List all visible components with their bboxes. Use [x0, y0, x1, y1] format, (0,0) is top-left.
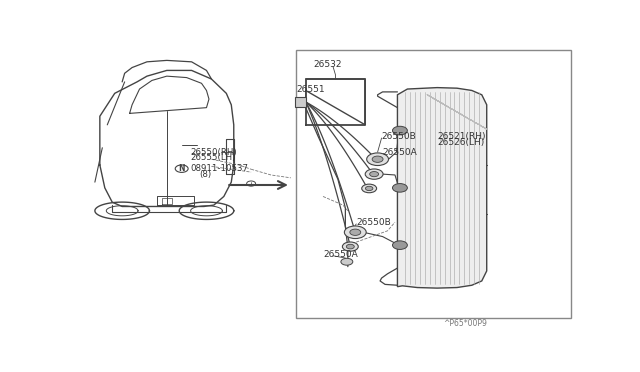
- Text: N: N: [179, 164, 185, 173]
- Text: 26526(LH): 26526(LH): [437, 138, 484, 147]
- Text: (8): (8): [199, 170, 211, 179]
- Text: 26555(LH): 26555(LH): [190, 153, 236, 162]
- Circle shape: [372, 156, 383, 162]
- Circle shape: [342, 242, 358, 251]
- Circle shape: [392, 183, 408, 192]
- Text: 26550B: 26550B: [381, 132, 416, 141]
- Bar: [295, 97, 306, 107]
- Circle shape: [370, 171, 379, 177]
- Circle shape: [350, 229, 361, 235]
- Bar: [296, 50, 571, 318]
- Circle shape: [341, 258, 353, 265]
- Circle shape: [392, 126, 408, 135]
- Text: 26550A: 26550A: [383, 148, 417, 157]
- Circle shape: [362, 184, 376, 193]
- Text: 26532: 26532: [314, 60, 342, 69]
- Text: 26550(RH): 26550(RH): [190, 148, 237, 157]
- Circle shape: [346, 244, 355, 249]
- Text: 26550B: 26550B: [356, 218, 392, 227]
- Polygon shape: [397, 87, 486, 288]
- Text: 26521(RH): 26521(RH): [437, 132, 486, 141]
- Circle shape: [392, 241, 408, 250]
- Text: 26550A: 26550A: [323, 250, 358, 259]
- Circle shape: [365, 169, 383, 179]
- Text: 26551: 26551: [297, 84, 325, 93]
- Circle shape: [367, 153, 388, 166]
- Text: ^P65*00P9: ^P65*00P9: [443, 318, 486, 328]
- Circle shape: [365, 186, 373, 190]
- Text: 08911-10537: 08911-10537: [190, 164, 248, 173]
- Circle shape: [344, 226, 366, 238]
